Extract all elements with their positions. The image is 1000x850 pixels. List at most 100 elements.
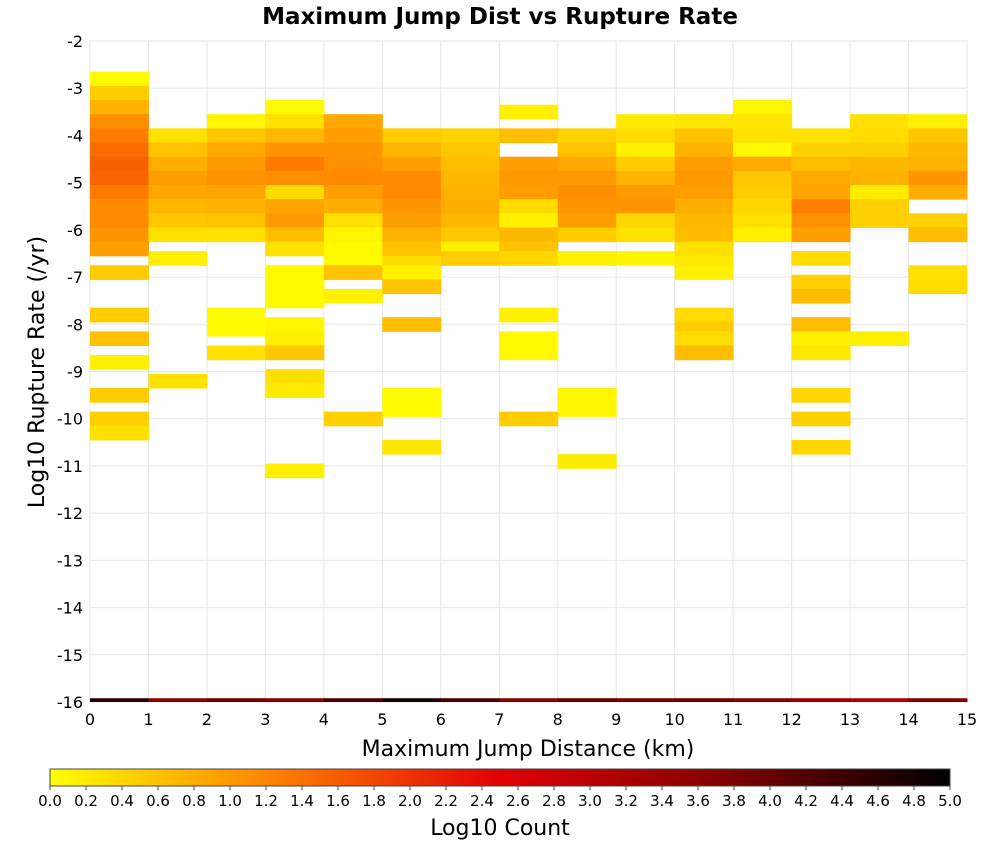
colorbar-tick-label: 4.0 <box>758 792 782 810</box>
x-tick-label: 15 <box>957 710 977 729</box>
heatmap-cell <box>908 142 968 158</box>
x-tick-label: 13 <box>840 710 860 729</box>
colorbar-tick-label: 1.8 <box>362 792 386 810</box>
heatmap-cell <box>908 213 968 228</box>
heatmap-cell <box>148 170 208 186</box>
heatmap-cell <box>206 345 266 361</box>
heatmap-cell <box>791 199 851 214</box>
y-tick-label: -7 <box>67 268 83 287</box>
heatmap-cell <box>148 199 208 214</box>
heatmap-cell <box>382 388 442 403</box>
heatmap-cell <box>382 170 442 186</box>
heatmap-cell <box>323 199 383 214</box>
x-tick-label: 0 <box>85 710 95 729</box>
heatmap-cell <box>265 142 325 158</box>
heatmap-cell <box>791 213 851 228</box>
colorbar <box>49 768 951 787</box>
heatmap-cell <box>616 251 676 266</box>
colorbar-tick-label: 1.4 <box>290 792 314 810</box>
heatmap-cell <box>382 317 442 332</box>
heatmap-cell <box>791 411 851 427</box>
heatmap-cell <box>323 213 383 228</box>
heatmap-cell <box>850 170 910 186</box>
heatmap-cell <box>206 307 266 323</box>
heatmap-cell <box>733 170 793 186</box>
heatmap-cell <box>791 331 851 347</box>
heatmap-cell <box>791 142 851 158</box>
x-tick-label: 12 <box>781 710 801 729</box>
heatmap-cell <box>499 104 559 120</box>
colorbar-tick-label: 5.0 <box>938 792 962 810</box>
heatmap-cell <box>616 156 676 172</box>
heatmap-cell <box>616 170 676 186</box>
heatmap-cell <box>499 411 559 427</box>
heatmap-cell <box>90 354 149 370</box>
heatmap-cell <box>791 227 851 243</box>
heatmap-cell <box>265 331 325 347</box>
heatmap-cell <box>90 114 149 129</box>
heatmap-cell <box>557 142 617 158</box>
heatmap-cell <box>440 251 500 266</box>
heatmap-cell <box>148 698 208 702</box>
y-tick-label: -3 <box>67 79 83 98</box>
x-tick-label: 11 <box>723 710 743 729</box>
heatmap-cell <box>382 142 442 158</box>
heatmap-cell <box>323 114 383 129</box>
heatmap-cell <box>90 100 149 115</box>
heatmap-cell <box>733 142 793 158</box>
heatmap-cell <box>674 331 734 347</box>
colorbar-tick-label: 3.8 <box>722 792 746 810</box>
heatmap-cells <box>90 71 968 702</box>
heatmap-cell <box>90 331 149 347</box>
heatmap-cell <box>323 288 383 304</box>
heatmap-cell <box>265 293 325 309</box>
heatmap-cell <box>674 142 734 158</box>
heatmap-cell <box>850 128 910 144</box>
heatmap-cell <box>733 185 793 200</box>
heatmap-cell <box>382 241 442 257</box>
heatmap-cell <box>323 227 383 243</box>
x-tick-label: 3 <box>260 710 270 729</box>
heatmap-cell <box>733 227 793 243</box>
heatmap-cell <box>265 170 325 186</box>
heatmap-cell <box>616 227 676 243</box>
heatmap-cell <box>557 185 617 200</box>
heatmap-cell <box>382 279 442 295</box>
heatmap-cell <box>440 142 500 158</box>
heatmap-cell <box>265 317 325 332</box>
heatmap-cell <box>557 227 617 243</box>
heatmap-cell <box>733 698 793 702</box>
colorbar-tick-label: 2.0 <box>398 792 422 810</box>
heatmap-cell <box>323 241 383 257</box>
y-tick-label: -6 <box>67 221 83 240</box>
heatmap-cell <box>323 185 383 200</box>
heatmap-cell <box>323 170 383 186</box>
heatmap-cell <box>148 251 208 266</box>
heatmap-cell <box>382 265 442 280</box>
heatmap-cell <box>616 185 676 200</box>
heatmap-cell <box>908 227 968 243</box>
heatmap-cell <box>616 698 676 702</box>
colorbar-tick-label: 3.0 <box>578 792 602 810</box>
heatmap-cell <box>499 227 559 243</box>
heatmap-cell <box>206 213 266 228</box>
heatmap-cell <box>382 199 442 214</box>
heatmap-cell <box>90 156 149 172</box>
y-tick-label: -5 <box>67 174 83 193</box>
heatmap-cell <box>265 279 325 295</box>
heatmap-cell <box>674 698 734 702</box>
y-tick-label: -14 <box>57 599 83 618</box>
heatmap-cell <box>265 199 325 214</box>
heatmap-cell <box>206 142 266 158</box>
colorbar-tick-label: 4.6 <box>866 792 890 810</box>
heatmap-cell <box>90 142 149 158</box>
heatmap-cell <box>791 698 851 702</box>
heatmap-cell <box>440 170 500 186</box>
x-tick-label: 4 <box>319 710 329 729</box>
heatmap-cell <box>557 170 617 186</box>
heatmap-cell <box>674 199 734 214</box>
heatmap-cell <box>265 265 325 280</box>
heatmap-cell <box>90 185 149 200</box>
heatmap-cell <box>791 288 851 304</box>
heatmap-cell <box>440 185 500 200</box>
